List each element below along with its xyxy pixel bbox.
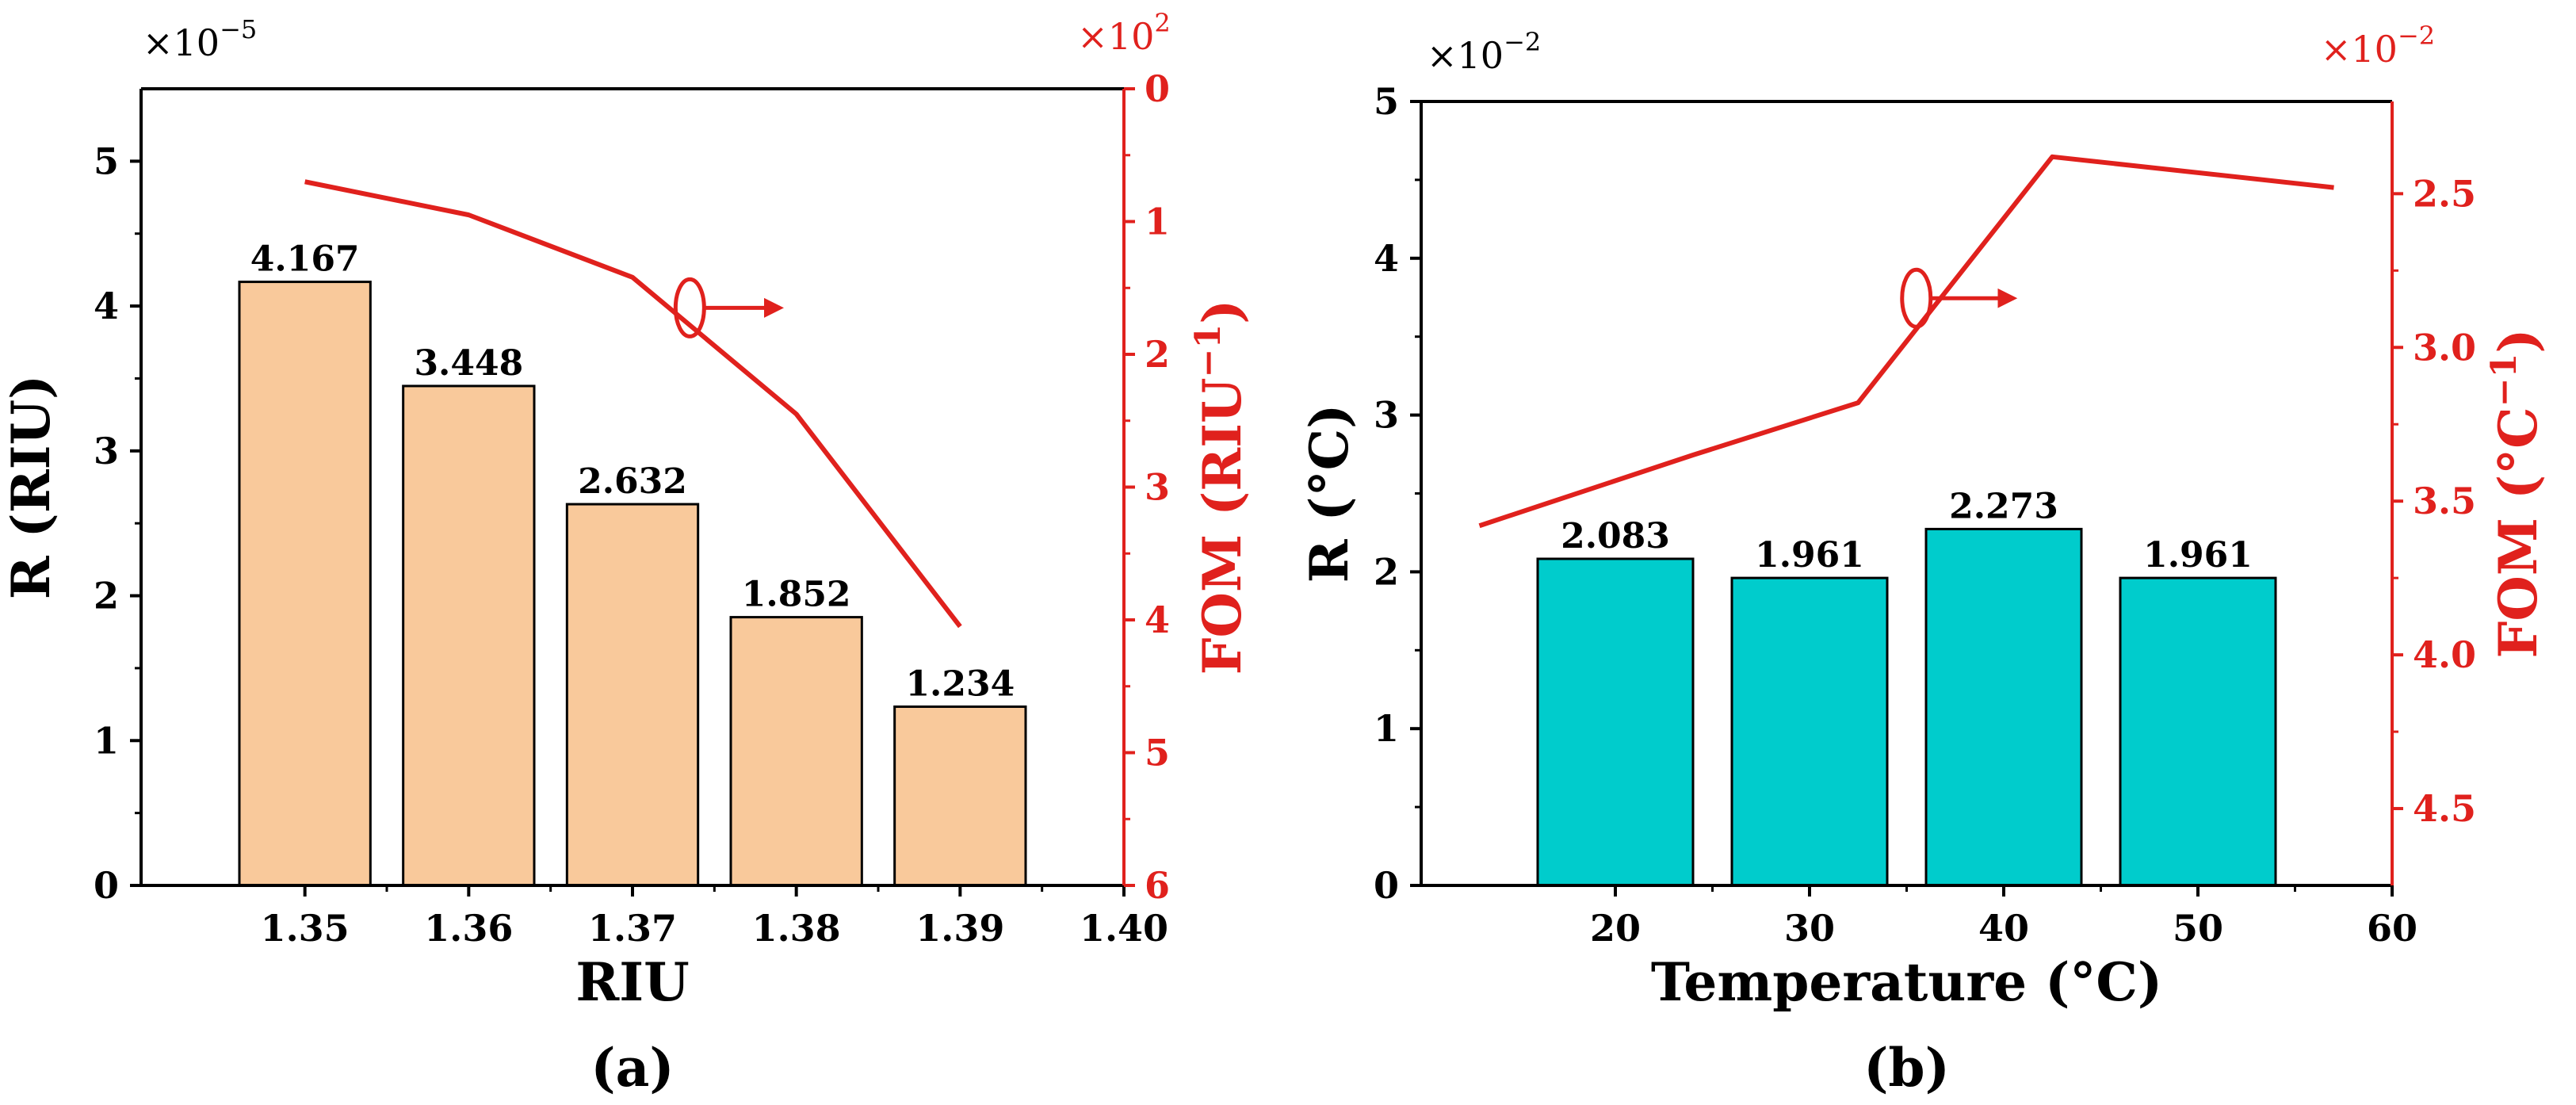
y2-tick-label: 6	[1145, 864, 1170, 907]
y2-tick-label: 4.0	[2413, 633, 2476, 676]
y2-axis-title-exponent: −1	[2484, 354, 2524, 407]
y2-axis-title: FOM (RIU−1)	[1188, 300, 1253, 675]
bar-value-label: 4.167	[250, 239, 360, 280]
panel-b-chart: 2.083 1.961 2.273 1.961 20 30 40 50 60 0 1 2 3 4 5 2.5 3…	[1298, 21, 2549, 1099]
y-tick-label: 3	[1374, 394, 1399, 437]
x-axis-title: Temperature (°C)	[1651, 951, 2162, 1013]
y-axis-title: R (°C)	[1298, 404, 1360, 583]
panel-label: (b)	[1863, 1037, 1950, 1099]
y2-tick-label: 1	[1145, 201, 1170, 243]
bar-1.234	[893, 705, 1027, 887]
left-axis-multiplier: ×10−5	[143, 14, 257, 64]
x-tick-label: 1.37	[588, 907, 677, 950]
y2-tick-label: 2	[1145, 333, 1170, 376]
y2-tick-label: 3.0	[2413, 326, 2476, 369]
left-axis-multiplier: ×10−2	[1427, 27, 1541, 77]
bar-4.167	[238, 281, 372, 887]
y2-tick-label: 2.5	[2413, 172, 2476, 215]
y-tick-label: 3	[94, 430, 119, 472]
bar-value-label: 2.083	[1561, 516, 1670, 556]
x-tick-label: 1.36	[424, 907, 513, 950]
y-tick-label: 4	[94, 285, 119, 327]
y2-tick-label: 3.5	[2413, 480, 2476, 522]
bar-2.083	[1536, 557, 1695, 887]
x-tick-label: 1.38	[752, 907, 841, 950]
bar-value-label: 1.234	[905, 664, 1015, 705]
bar-value-label: 3.448	[414, 343, 523, 384]
y2-tick-label: 5	[1145, 732, 1170, 774]
right-axis-multiplier: ×102	[1077, 8, 1170, 58]
y2-tick-label: 0	[1145, 67, 1170, 110]
x-tick-label: 20	[1590, 907, 1641, 950]
x-tick-label: 30	[1784, 907, 1835, 950]
bar-value-label: 2.632	[578, 461, 687, 502]
x-tick-label: 40	[1978, 907, 2029, 950]
fom-line	[1478, 154, 2334, 529]
y-tick-label: 0	[94, 864, 119, 907]
y2-axis-title: FOM (°C−1)	[2484, 329, 2549, 659]
bar-2.632	[565, 503, 700, 887]
y-tick-label: 1	[1374, 707, 1399, 750]
bar-1.852	[729, 616, 863, 887]
right-axis-multiplier: ×10−2	[2321, 21, 2435, 71]
y-tick-label: 1	[94, 719, 119, 762]
bar-1.961	[2119, 576, 2277, 887]
bar-1.961	[1730, 576, 1889, 887]
y2-tick-label: 4	[1145, 598, 1170, 641]
y2-tick-label: 3	[1145, 466, 1170, 509]
fom-line	[304, 179, 962, 629]
bar-value-label: 1.961	[2143, 535, 2253, 575]
x-tick-label: 1.35	[261, 907, 350, 950]
series-marker-ellipse	[1900, 267, 1933, 329]
y-tick-label: 2	[1374, 550, 1399, 593]
y2-axis-title-close: )	[2487, 329, 2549, 354]
y2-axis-title-exponent: −1	[1188, 324, 1229, 377]
x-tick-label: 60	[2367, 907, 2417, 950]
x-tick-label: 1.39	[915, 907, 1004, 950]
bar-value-label: 1.852	[742, 575, 851, 615]
y-tick-label: 4	[1374, 237, 1399, 280]
bar-value-label: 2.273	[1949, 486, 2058, 526]
y-tick-label: 5	[94, 140, 119, 182]
x-axis-title: RIU	[575, 951, 689, 1013]
bar-value-label: 1.961	[1755, 535, 1864, 575]
y2-axis-title-close: )	[1191, 300, 1253, 324]
y2-tick-label: 4.5	[2413, 787, 2476, 830]
y-tick-label: 5	[1374, 80, 1399, 123]
y-axis-title: R (RIU)	[0, 375, 62, 600]
bar-2.273	[1924, 527, 2083, 887]
panel-a-chart: 4.167 3.448 2.632 1.852 1.234 1.35 1.36 1.37 1.3…	[0, 8, 1253, 1099]
left-axis-exponent: −2	[1504, 27, 1541, 57]
right-axis-exponent: 2	[1154, 8, 1170, 38]
x-tick-label: 50	[2173, 907, 2223, 950]
x-tick-label: 1.40	[1080, 907, 1168, 950]
left-axis-exponent: −5	[220, 14, 257, 44]
right-axis-exponent: −2	[2398, 21, 2435, 51]
bar-3.448	[402, 384, 536, 887]
y-tick-label: 0	[1374, 864, 1399, 907]
y-tick-label: 2	[94, 575, 119, 618]
panel-label: (a)	[590, 1037, 674, 1099]
